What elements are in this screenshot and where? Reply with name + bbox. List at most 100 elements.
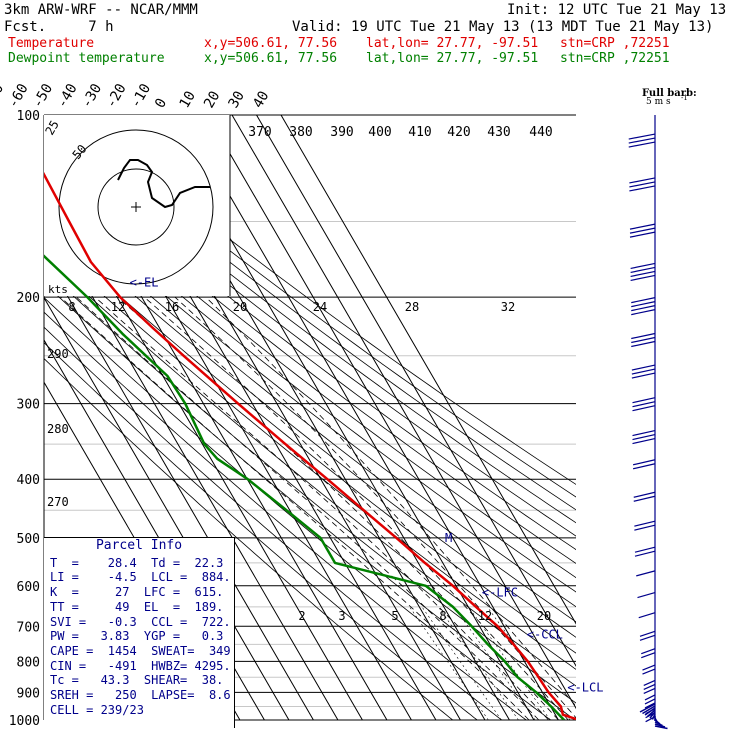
wind-barb (629, 223, 656, 238)
mixing-ratio-label: 8 (439, 609, 446, 623)
isotherm-label: -20 (103, 81, 130, 111)
isotherm-line (280, 115, 576, 625)
parcel-info-row: Tc = 43.3 SHEAR= 38. (50, 673, 224, 688)
wind-barb (628, 133, 656, 148)
surface-wind-barb (647, 709, 656, 718)
surface-temp-tick: 20 (233, 300, 247, 314)
wind-barb (642, 664, 656, 675)
wind-barb-tick (641, 652, 656, 659)
surface-wind-barb (651, 713, 656, 720)
dry-adiabat (72, 115, 576, 485)
wind-barb (644, 694, 656, 709)
dewpoint-legend-label: Dewpoint temperature (8, 51, 165, 66)
mixing-ratio-label: 5 (391, 609, 398, 623)
surface-temp-tick: 32 (501, 300, 515, 314)
wind-barb-tick (631, 368, 656, 375)
dry-adiabat (44, 255, 576, 687)
level-marker: M (445, 531, 452, 545)
wind-barb-tick (641, 648, 656, 655)
isotherm-label: -50 (30, 81, 57, 111)
theta-label: 390 (330, 125, 353, 140)
dry-adiabat (44, 203, 576, 623)
pressure-tick-label: 600 (17, 580, 40, 595)
mixing-ratio-line (438, 606, 519, 720)
theta-label: 380 (289, 125, 312, 140)
dry-adiabat (44, 167, 576, 579)
isotherm-label: -40 (54, 81, 81, 111)
wind-barb-tick (632, 397, 656, 404)
temperature-legend-latlon: lat,lon= 27.77, -97.51 (366, 36, 539, 51)
isotherm-line (182, 115, 535, 720)
wind-barb-tick (629, 177, 656, 184)
pressure-tick-label: 900 (17, 686, 40, 701)
mixing-ratio-line (409, 606, 489, 720)
moist-adiabat (144, 296, 569, 720)
dry-adiabat (44, 268, 576, 704)
theta-label: 440 (529, 125, 552, 140)
parcel-info-title: Parcel Info (95, 538, 183, 553)
wind-barb-tick (631, 336, 656, 344)
isotherm-label: 30 (226, 88, 248, 111)
wind-barb-tick (643, 687, 656, 694)
wind-barb-tick (638, 612, 656, 619)
wind-barb-tick (631, 372, 656, 379)
isotherm-label: 40 (250, 88, 272, 111)
dry-adiabat (44, 215, 576, 638)
wind-barb (631, 332, 656, 348)
parcel-info-row: SVI = -0.3 CCL = 722. (50, 614, 231, 629)
isotherm-label: -60 (5, 81, 32, 111)
wind-barb-tick (644, 702, 656, 709)
mixing-ratio-label: 12 (478, 609, 492, 623)
mixing-ratio-line (421, 606, 502, 720)
dry-adiabat (47, 115, 576, 511)
hodograph-trace (117, 159, 210, 209)
wind-barb-tick (631, 364, 656, 371)
surface-temp-tick: 28 (405, 300, 419, 314)
parcel-info-row: CAPE = 1454 SWEAT= 349 (50, 643, 231, 658)
hodograph-background (44, 115, 230, 296)
wind-barb-tick (629, 185, 656, 192)
dry-adiabat (44, 144, 576, 551)
parcel-info-row: CIN = -491 HWBZ= 4295. (50, 658, 231, 673)
wind-barb (629, 177, 656, 192)
wind-barb (632, 397, 656, 412)
wind-barb-tick (634, 520, 656, 527)
surface-wind-barb (639, 703, 656, 713)
hodograph-ring-outer (58, 129, 214, 285)
isotherm-label: -30 (79, 81, 106, 111)
temperature-legend-xy: x,y=506.61, 77.56 (204, 36, 338, 51)
dewpoint-legend-latlon: lat,lon= 27.77, -97.51 (366, 51, 539, 66)
mixing-ratio-label: 2 (298, 609, 305, 623)
isotherm-label: -10 (128, 81, 155, 111)
barb-legend-line2: 5 m s (646, 97, 671, 107)
temperature-profile (44, 171, 576, 720)
theta-label: 420 (447, 125, 470, 140)
wind-barb-tick (632, 463, 656, 470)
dewpoint-legend-stn: stn=CRP ,72251 (560, 51, 670, 66)
parcel-info-row: CELL = 239/23 (50, 702, 144, 717)
wind-barb-tick (628, 133, 656, 140)
wind-barb-tick (632, 405, 656, 412)
theta-low-label: 290 (47, 347, 69, 361)
dewpoint-profile (44, 254, 566, 720)
dry-adiabat (44, 342, 478, 720)
pressure-tick-label: 300 (17, 398, 40, 413)
wind-barb-tick (644, 694, 656, 701)
dry-adiabat (44, 241, 576, 670)
wind-barb (643, 679, 656, 694)
moist-adiabat (174, 296, 576, 719)
wind-barb (638, 612, 656, 619)
pressure-tick-label: 500 (17, 532, 40, 547)
isotherm-label: -70 (0, 81, 7, 111)
wind-barb (630, 262, 656, 282)
temperature-legend-stn: stn=CRP ,72251 (560, 36, 670, 51)
hodograph-ring-inner (97, 168, 175, 246)
dry-adiabat (44, 358, 453, 720)
pressure-tick-label: 400 (17, 473, 40, 488)
dry-adiabat (44, 311, 527, 720)
wind-barb-tick (631, 332, 656, 340)
wind-barb-tick (631, 297, 656, 304)
wind-barb-tick (637, 592, 656, 599)
barb-legend-line1: Full barb: (642, 88, 697, 99)
